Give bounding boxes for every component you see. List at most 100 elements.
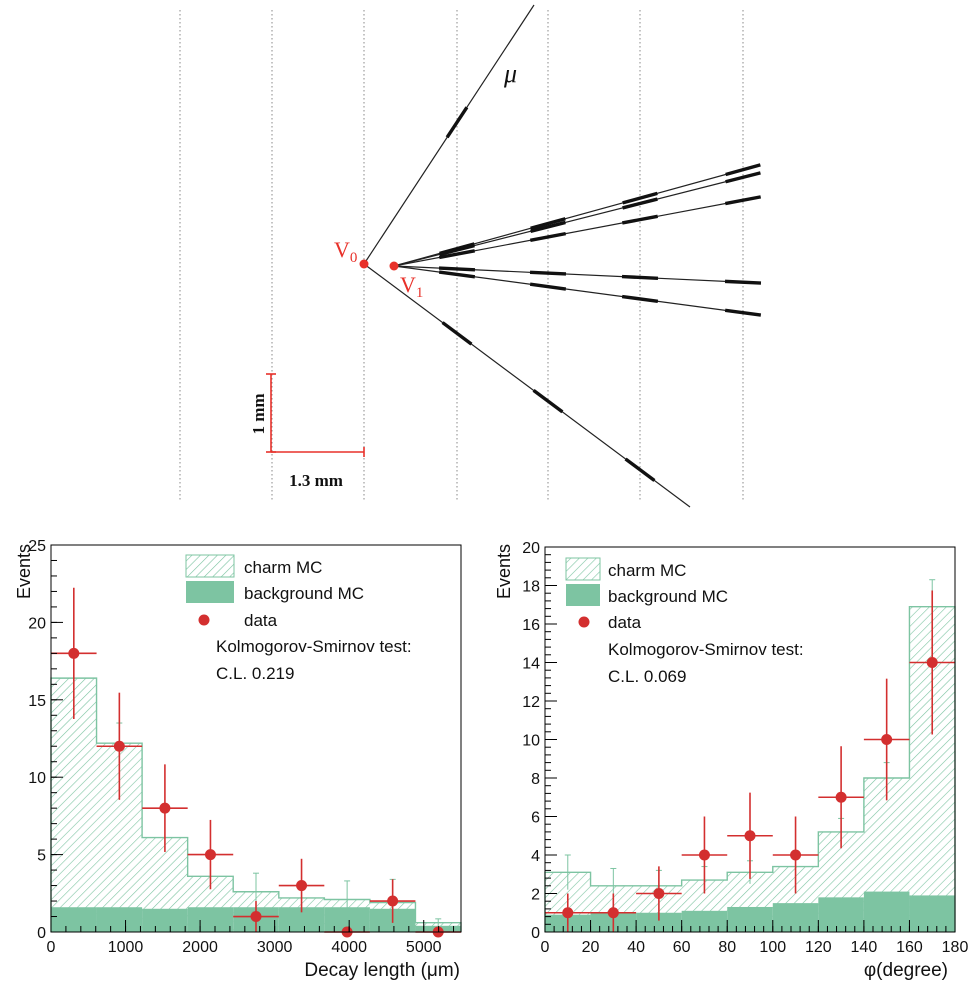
track-hit	[529, 231, 567, 242]
data-point	[250, 911, 262, 923]
legend-swatch-data	[578, 616, 590, 628]
y-tick-label: 4	[531, 848, 540, 865]
y-tick-label: 6	[531, 810, 540, 827]
y-tick-label: 18	[522, 579, 540, 596]
y-tick-label: 25	[28, 538, 46, 555]
legend-swatch-data	[198, 614, 210, 626]
x-tick-label: 40	[627, 939, 645, 956]
track-hit	[529, 270, 567, 276]
y-tick-label: 16	[522, 617, 540, 634]
legend-background: background MC	[244, 584, 364, 603]
track-hit	[725, 171, 761, 184]
vertex-v1-label: V1	[400, 272, 423, 301]
x-tick-label: 0	[47, 939, 56, 956]
legend-data: data	[608, 613, 642, 632]
data-point	[159, 802, 171, 814]
x-axis-label: Decay length (μm)	[304, 960, 460, 981]
track-hit	[439, 243, 475, 257]
y-axis-label: Events	[14, 544, 34, 599]
background-mc-bar	[727, 906, 773, 932]
data-point	[926, 657, 938, 668]
legend-swatch-background	[186, 581, 234, 603]
vertex-v1	[389, 261, 399, 271]
x-tick-label: 140	[851, 939, 878, 956]
data-point	[113, 740, 125, 752]
data-point	[790, 849, 802, 861]
phi-histogram: 0 2 4 6 8 10 12 14 16 18 20 0 20 40 60 80 100 120 140 160 18…	[494, 540, 968, 981]
x-tick-label: 0	[541, 939, 550, 956]
track-hit	[624, 457, 656, 482]
y-tick-label: 0	[37, 925, 46, 942]
track-hit	[445, 106, 469, 139]
ks-test-cl: C.L. 0.219	[216, 664, 294, 683]
track-hit	[438, 266, 476, 272]
track-hit	[530, 220, 566, 233]
axes: 0 5 10 15 20 25 0 1000 2000 3000 4000 5000	[28, 538, 462, 956]
data-point	[204, 849, 216, 861]
legend-swatch-background	[566, 584, 600, 606]
ks-test-label: Kolmogorov-Smirnov test:	[608, 640, 804, 659]
scale-horizontal-label: 1.3 mm	[289, 471, 343, 490]
background-mc-bar	[818, 897, 864, 932]
background-mc-bar	[187, 907, 234, 932]
x-tick-label: 160	[896, 939, 923, 956]
background-mc-bar	[142, 908, 188, 932]
x-tick-label: 2000	[182, 939, 218, 956]
charm-mc-bar	[51, 678, 97, 932]
y-tick-label: 0	[531, 925, 540, 942]
data-point	[744, 830, 756, 842]
legend-data: data	[244, 611, 278, 630]
track-hit	[621, 214, 659, 225]
background-mc-bar	[772, 903, 819, 932]
y-tick-label: 12	[522, 694, 540, 711]
y-tick-label: 20	[28, 615, 46, 632]
background-mc-bar	[51, 907, 97, 932]
mc-histograms	[544, 579, 956, 932]
decay-length-histogram: 0 5 10 15 20 25 0 1000 2000 3000 4000 5000 charm MC…	[14, 538, 462, 981]
y-tick-label: 5	[37, 848, 46, 865]
scale-vertical-label: 1 mm	[249, 393, 268, 434]
scale-bar	[266, 373, 365, 457]
data-point	[68, 647, 80, 659]
event-display: V0 V1 μ 1 mm 1.3 mm	[179, 4, 762, 508]
y-tick-label: 10	[28, 770, 46, 787]
x-axis-label: φ(degree)	[864, 960, 948, 981]
legend-charm: charm MC	[244, 558, 322, 577]
tracks	[363, 4, 762, 508]
x-tick-label: 80	[718, 939, 736, 956]
plot-frame	[50, 544, 462, 933]
y-tick-label: 20	[522, 540, 540, 557]
track-hit	[438, 270, 476, 279]
track-hit	[621, 274, 659, 280]
background-mc-bar	[636, 912, 682, 932]
track-hit	[529, 282, 567, 291]
legend-swatch-charm	[565, 557, 601, 581]
background-mc-bar	[909, 895, 955, 932]
mc-histograms	[50, 677, 462, 932]
y-tick-label: 10	[522, 733, 540, 750]
track-hit	[621, 294, 659, 304]
vertex-v0-label: V0	[334, 237, 357, 266]
track-hit	[724, 195, 762, 206]
x-tick-label: 5000	[406, 939, 442, 956]
ks-test-cl: C.L. 0.069	[608, 667, 686, 686]
axes: 0 2 4 6 8 10 12 14 16 18 20 0 20 40 60 80 100 120 140 160 18…	[522, 540, 968, 956]
data-point	[296, 880, 308, 892]
track-hit	[532, 389, 564, 414]
legend: charm MC background MC data Kolmogorov-S…	[565, 557, 804, 686]
x-tick-label: 20	[582, 939, 600, 956]
legend: charm MC background MC data Kolmogorov-S…	[185, 554, 412, 683]
track-hit	[724, 308, 762, 317]
track-hit	[530, 217, 566, 230]
x-tick-label: 180	[942, 939, 969, 956]
track-hit	[438, 249, 476, 260]
legend-charm: charm MC	[608, 561, 686, 580]
data-point	[653, 888, 665, 899]
data-point	[607, 907, 619, 919]
x-tick-label: 100	[759, 939, 786, 956]
x-tick-label: 3000	[257, 939, 293, 956]
x-tick-label: 120	[805, 939, 832, 956]
y-tick-label: 8	[531, 771, 540, 788]
data-point	[698, 849, 710, 861]
